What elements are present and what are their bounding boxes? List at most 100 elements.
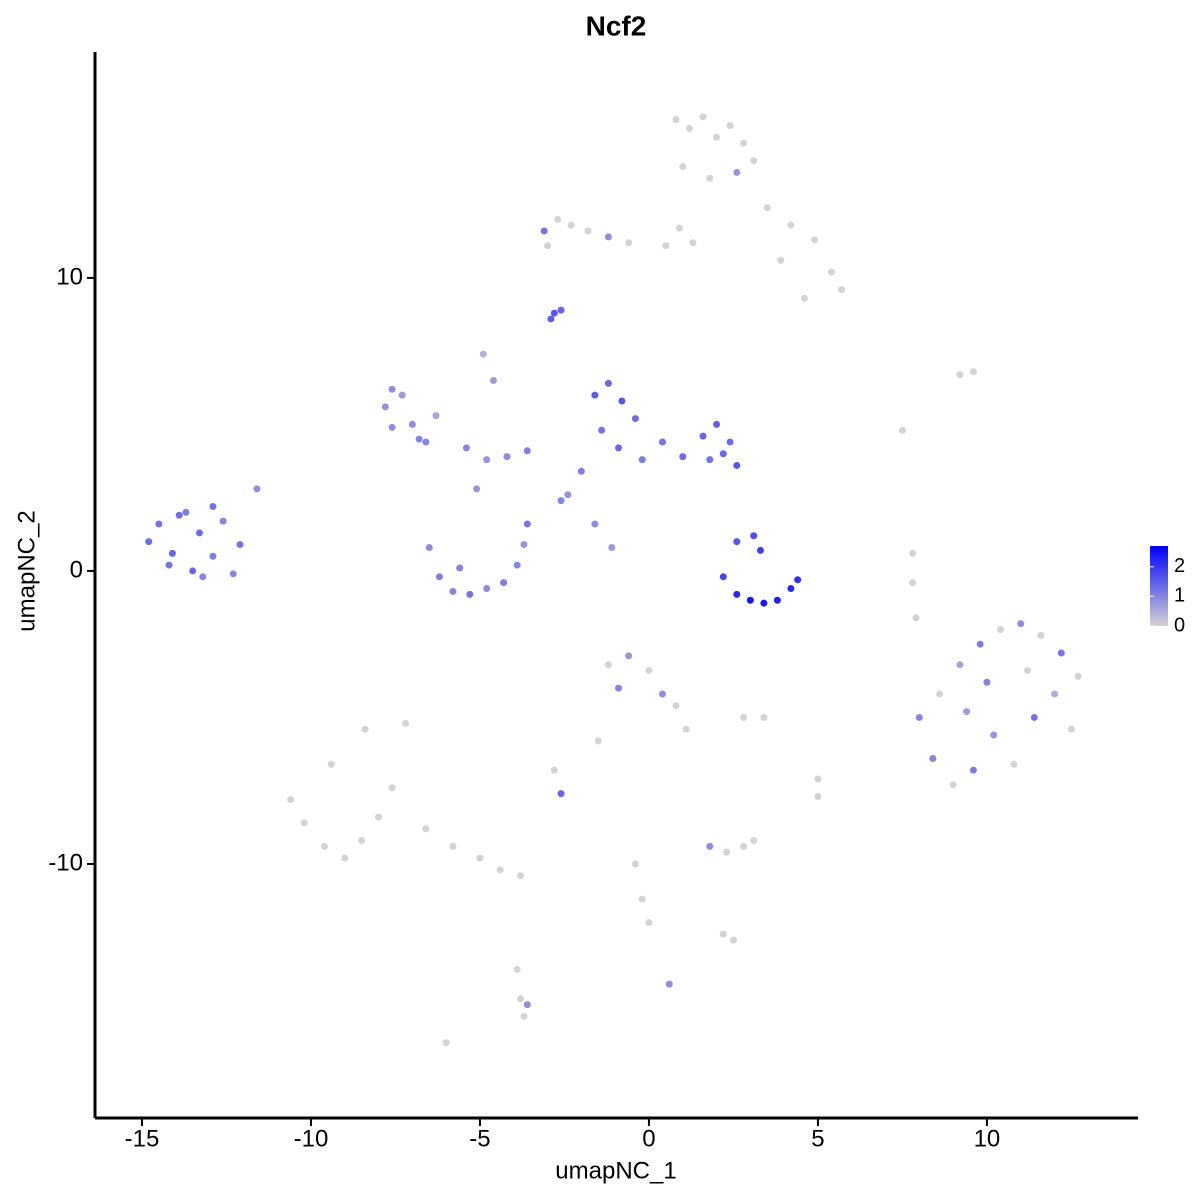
cell-point <box>956 661 964 669</box>
colorbar-tick-label: 2 <box>1174 555 1185 577</box>
cell-point <box>168 549 176 557</box>
cell-point <box>1051 690 1059 698</box>
cell-point <box>794 576 802 584</box>
cell-point <box>604 233 612 241</box>
cell-point <box>209 502 217 510</box>
cell-point <box>675 224 683 232</box>
cell-point <box>550 309 558 317</box>
cell-point <box>550 766 558 774</box>
cell-point <box>594 737 602 745</box>
cell-point <box>909 549 917 557</box>
cell-point <box>631 860 639 868</box>
cell-point <box>814 775 822 783</box>
cell-point <box>219 517 227 525</box>
cell-point <box>662 242 670 250</box>
cell-point <box>638 456 646 464</box>
cell-point <box>489 376 497 384</box>
cell-point <box>679 453 687 461</box>
cell-point <box>969 766 977 774</box>
cell-point <box>462 444 470 452</box>
cell-point <box>408 420 416 428</box>
cell-point <box>723 848 731 856</box>
cell-point <box>195 529 203 537</box>
cell-point <box>1074 672 1082 680</box>
cell-point <box>645 919 653 927</box>
cell-point <box>1030 713 1038 721</box>
cell-point <box>523 1001 531 1009</box>
cell-point <box>517 872 525 880</box>
cell-point <box>182 508 190 516</box>
cell-point <box>672 702 680 710</box>
cell-point <box>936 690 944 698</box>
cell-point <box>733 168 741 176</box>
cell-point <box>199 573 207 581</box>
x-tick-label: -5 <box>469 1125 490 1152</box>
cell-point <box>726 122 734 130</box>
cell-point <box>517 995 525 1003</box>
colorbar <box>1150 546 1168 626</box>
cell-point <box>165 561 173 569</box>
cell-point <box>557 306 565 314</box>
y-tick-label: 0 <box>70 556 83 583</box>
cell-point <box>584 227 592 235</box>
cell-point <box>503 453 511 461</box>
cell-point <box>287 795 295 803</box>
cell-point <box>513 965 521 973</box>
cell-point <box>435 573 443 581</box>
cell-point <box>341 854 349 862</box>
cell-point <box>523 520 531 528</box>
cell-point <box>547 315 555 323</box>
cell-point <box>719 573 727 581</box>
colorbar-tick-label: 1 <box>1174 585 1185 607</box>
cell-point <box>625 239 633 247</box>
cell-point <box>912 614 920 622</box>
cell-point <box>983 678 991 686</box>
cell-point <box>229 570 237 578</box>
cell-point <box>976 640 984 648</box>
cell-point <box>915 713 923 721</box>
y-axis-label: umapNC_2 <box>13 510 40 631</box>
cell-point <box>398 391 406 399</box>
cell-point <box>949 781 957 789</box>
cell-point <box>615 444 623 452</box>
x-tick-label: -10 <box>294 1125 329 1152</box>
cell-point <box>733 538 741 546</box>
cell-point <box>155 520 163 528</box>
cell-point <box>733 461 741 469</box>
cell-point <box>456 564 464 572</box>
cell-point <box>483 585 491 593</box>
cell-point <box>956 371 964 379</box>
cell-point <box>658 690 666 698</box>
cell-point <box>740 842 748 850</box>
cell-point <box>638 895 646 903</box>
cell-point <box>706 456 714 464</box>
cell-point <box>706 842 714 850</box>
cell-point <box>763 204 771 212</box>
cell-point <box>990 731 998 739</box>
cell-point <box>564 491 572 499</box>
cell-point <box>449 587 457 595</box>
cell-point <box>898 426 906 434</box>
cell-point <box>672 116 680 124</box>
cell-point <box>544 242 552 250</box>
cell-point <box>996 626 1004 634</box>
cell-point <box>733 590 741 598</box>
cell-point <box>449 842 457 850</box>
cell-point <box>253 485 261 493</box>
cell-point <box>679 163 687 171</box>
cell-point <box>557 497 565 505</box>
cell-point <box>689 239 697 247</box>
cell-point <box>415 435 423 443</box>
cell-point <box>320 842 328 850</box>
cell-point <box>189 567 197 575</box>
cell-point <box>699 113 707 121</box>
cell-point <box>361 725 369 733</box>
cell-point <box>631 415 639 423</box>
cell-point <box>500 579 508 587</box>
cell-point <box>598 426 606 434</box>
cell-point <box>618 397 626 405</box>
y-tick-label: 10 <box>56 263 83 290</box>
cell-point <box>773 596 781 604</box>
cell-point <box>800 294 808 302</box>
cell-point <box>686 124 694 132</box>
